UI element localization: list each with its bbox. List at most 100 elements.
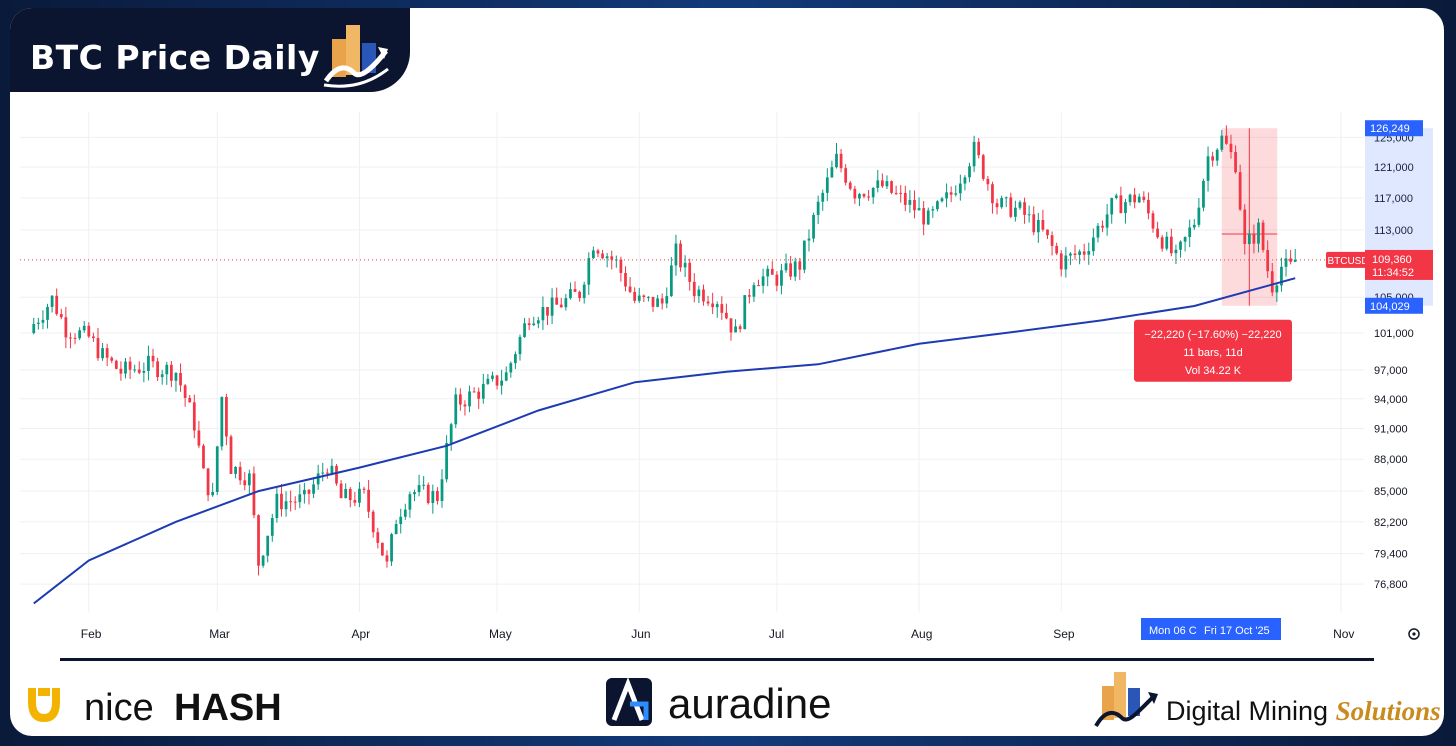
countdown-label: 11:34:52 [1372,267,1414,279]
candle [945,183,948,208]
candle [514,351,517,369]
candle-body [119,368,123,374]
candle-body [1202,180,1205,208]
candle-body [903,192,907,205]
candle [1215,148,1219,166]
candle-body [926,210,930,225]
candle-body [426,484,430,504]
candle-body [729,318,733,333]
candle-body [734,326,737,333]
candle-body [725,312,728,319]
candle-body [1234,152,1237,173]
candle-body [1156,228,1159,238]
symbol-label: BTCUSD [1327,256,1368,267]
candle-body [633,291,637,301]
candle-body [812,214,815,239]
candle-body [784,263,788,271]
candle [1243,204,1247,255]
candle [225,393,228,446]
candle [651,296,655,312]
candle [362,486,366,494]
candle-body [1128,194,1132,203]
candle-body [1000,198,1004,208]
gear-icon [1408,628,1420,640]
candle-body [697,289,701,297]
candle [284,491,288,517]
candle [59,308,63,320]
candle [124,358,127,379]
candle-body [1050,235,1054,246]
candle [559,297,563,308]
candle [1110,197,1114,224]
candle-body [569,289,572,299]
candle-body [422,484,426,486]
candle-body [1009,197,1013,217]
candle [307,489,311,505]
candle [940,196,944,203]
candle-body [275,493,279,518]
candle [183,383,187,407]
candle [1119,186,1123,214]
range-high-label: 126,249 [1370,123,1410,135]
candle-body [1165,236,1169,249]
candle [348,486,352,508]
candle-body [743,295,747,330]
candle-body [954,193,958,195]
candle [536,316,540,329]
candle-body [32,324,36,334]
candle-body [1046,229,1049,236]
candle [1261,220,1265,253]
candle-body [463,404,467,407]
candle-body [215,446,219,492]
candle-body [165,364,169,375]
current-price-label: 109,360 [1372,254,1412,266]
candle [1284,249,1288,277]
candle [665,287,669,309]
candle [578,290,581,302]
candle [500,369,504,395]
candle-body [321,472,325,474]
candle [303,482,306,504]
candle-body [160,374,164,378]
x-range-highlight [1141,618,1281,640]
candle [36,317,40,330]
candle-body [958,183,962,194]
candle-body [637,295,641,301]
candle-body [358,488,361,503]
candle [720,296,724,320]
x-tick-label: Jul [769,627,784,641]
candle [683,255,687,277]
candle-body [1183,237,1187,242]
candle [449,422,453,451]
dms-suffix-text: Solutions [1336,696,1441,726]
candle [903,185,907,212]
candle [569,282,572,300]
btc-candlestick-chart[interactable]: 76,800 79,400 82,200 85,000 88,000 91,000 94,0… [20,104,1434,654]
nicehash-icon [28,688,60,722]
candle [92,332,95,342]
candle-body [702,289,705,302]
candle-body [592,250,595,259]
candle-body [1206,156,1210,181]
candle [908,190,912,213]
candle-body [69,337,72,339]
candle-body [862,194,866,197]
candle-body [578,291,581,299]
candle-body [1169,236,1173,254]
candle [633,287,637,304]
candle [128,356,132,379]
candle-body [656,298,659,307]
candle-body [348,488,352,501]
digital-mining-solutions-logo-icon [323,25,389,88]
candle-body [610,256,614,260]
candle-body [1041,219,1045,230]
candle [628,277,632,294]
candle [339,480,343,499]
candle [958,174,962,201]
candle-body [270,517,274,536]
candle [147,345,150,381]
candle-body [1023,202,1026,215]
candle-body [1004,197,1008,199]
candle [605,252,609,268]
candle-body [1133,194,1137,203]
